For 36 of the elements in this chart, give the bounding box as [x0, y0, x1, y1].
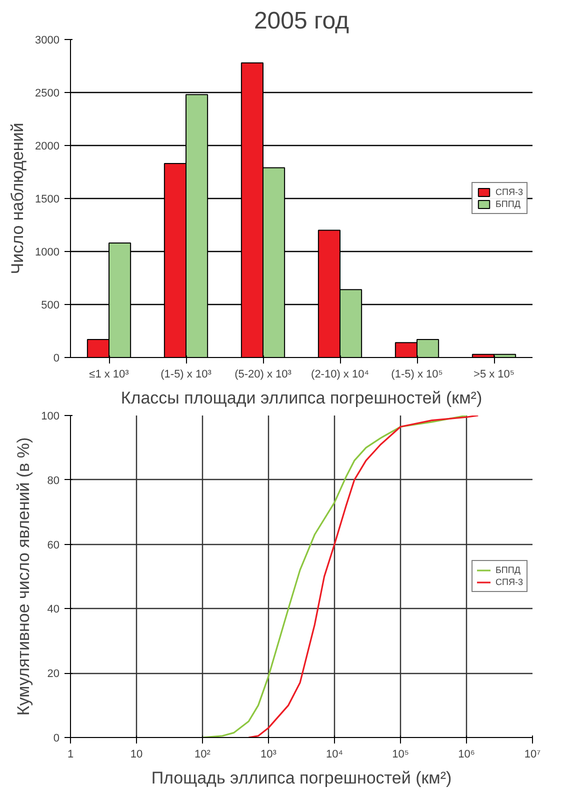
x-tick-label: >5 x 10⁵	[474, 368, 514, 380]
y-tick-label: 1000	[35, 246, 60, 258]
x-tick-label: 10⁷	[524, 748, 541, 760]
x-axis-title: Площадь эллипса погрешностей (км²)	[151, 768, 452, 788]
y-tick-label: 0	[53, 352, 60, 364]
chart-title: 2005 год	[254, 8, 350, 34]
y-tick-label: 100	[41, 410, 60, 422]
y-tick-label: 40	[47, 604, 60, 616]
y-tick-label: 0	[53, 732, 60, 744]
x-tick-label: 10⁶	[458, 748, 475, 760]
x-tick-label: ≤1 x 10³	[89, 368, 130, 380]
legend-label: БППД	[496, 199, 520, 209]
x-axis-title: Классы площади эллипса погрешностей (км²)	[120, 388, 482, 408]
y-tick-label: 2000	[35, 140, 60, 152]
x-tick-label: 10²	[194, 748, 211, 760]
legend-label: СПЯ-3	[496, 577, 523, 587]
y-tick-label: 80	[47, 474, 60, 487]
x-tick-label: 10³	[260, 748, 277, 760]
x-tick-label: 10⁴	[326, 748, 344, 760]
x-tick-label: (1-5) x 10⁵	[391, 368, 443, 380]
y-axis-title: Кумулятивное число явлений (в %)	[14, 437, 34, 716]
y-tick-label: 500	[41, 300, 60, 312]
x-tick-label: 1	[67, 748, 74, 760]
y-tick-label: 3000	[35, 34, 60, 46]
y-axis-title: Число наблюдений	[8, 122, 28, 274]
x-tick-label: (1-5) x 10³	[160, 368, 212, 380]
x-tick-label: (2-10) x 10⁴	[311, 368, 370, 380]
legend-label: БППД	[496, 565, 520, 575]
x-tick-label: (5-20) x 10³	[234, 368, 292, 380]
y-tick-label: 1500	[35, 194, 60, 206]
legend-label: СПЯ-3	[496, 187, 523, 197]
y-tick-label: 20	[47, 668, 60, 680]
y-tick-label: 60	[47, 539, 60, 552]
x-tick-label: 10	[130, 748, 143, 760]
y-tick-label: 2500	[35, 88, 60, 100]
x-tick-label: 10⁵	[392, 748, 409, 760]
